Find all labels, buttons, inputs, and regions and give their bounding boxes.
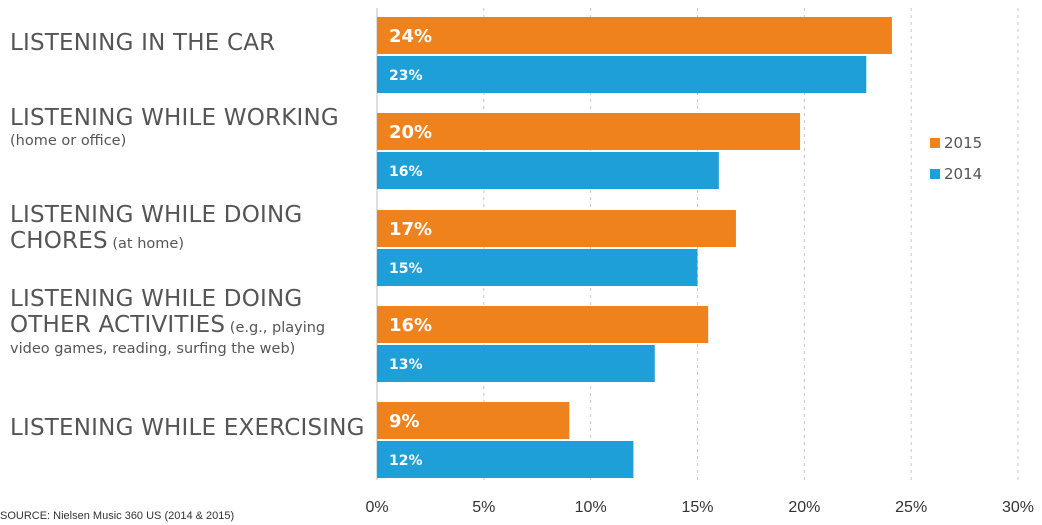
source-note: SOURCE: Nielsen Music 360 US (2014 & 201… <box>0 510 235 522</box>
legend-label: 2015 <box>944 134 982 152</box>
bar-data-label: 23% <box>389 68 423 84</box>
category-label-line: LISTENING WHILE DOING <box>10 286 325 312</box>
bar-2015 <box>377 306 709 343</box>
category-label-text: video games, reading, surfing the web) <box>10 340 296 357</box>
x-tick-label: 10% <box>575 499 607 516</box>
bar-2014 <box>377 249 698 286</box>
category-label-line: LISTENING WHILE WORKING <box>10 105 339 131</box>
legend-label: 2014 <box>944 165 982 183</box>
x-tick-label: 20% <box>788 499 820 516</box>
category-label-line: LISTENING WHILE EXERCISING <box>10 415 365 441</box>
bar-2015 <box>377 113 801 150</box>
bar-2014 <box>377 345 655 382</box>
category-label-text: LISTENING WHILE DOING <box>10 202 303 228</box>
bar-data-label: 20% <box>389 122 432 143</box>
bar-data-label: 24% <box>389 26 432 47</box>
category-label: LISTENING WHILE EXERCISING <box>10 415 365 441</box>
bar-2014 <box>377 152 719 189</box>
category-label-line: OTHER ACTIVITIES (e.g., playing <box>10 312 325 338</box>
category-label-text: LISTENING WHILE DOING <box>10 286 303 312</box>
category-label: LISTENING WHILE DOING CHORES (at home) <box>10 202 302 255</box>
category-label: LISTENING WHILE WORKING (home or office) <box>10 105 339 150</box>
bar-data-label: 16% <box>389 315 432 336</box>
legend-swatch <box>930 169 940 179</box>
bar-data-label: 13% <box>389 357 423 373</box>
category-label-line: CHORES (at home) <box>10 228 302 254</box>
category-label-text: OTHER ACTIVITIES <box>10 312 226 339</box>
bar-2015 <box>377 402 570 439</box>
legend-swatch <box>930 138 940 148</box>
category-label-text: (e.g., playing <box>225 320 326 337</box>
bar-data-label: 17% <box>389 219 432 240</box>
x-tick-label: 25% <box>895 499 927 516</box>
bar-2015 <box>377 17 892 54</box>
category-label-text: LISTENING WHILE WORKING <box>10 105 339 131</box>
category-label: LISTENING IN THE CAR <box>10 30 275 56</box>
x-tick-label: 15% <box>681 499 713 516</box>
bar-2014 <box>377 441 634 478</box>
category-label-text: LISTENING WHILE EXERCISING <box>10 415 365 441</box>
bar-2014 <box>377 56 867 93</box>
x-tick-label: 5% <box>472 499 495 516</box>
bar-2015 <box>377 210 736 247</box>
x-tick-label: 0% <box>365 499 388 516</box>
category-label-text: LISTENING IN THE CAR <box>10 30 276 56</box>
category-label-text: (home or office) <box>10 133 127 150</box>
category-label-text: (at home) <box>107 236 184 253</box>
x-tick-label: 30% <box>1002 499 1034 516</box>
bar-data-label: 16% <box>389 164 423 180</box>
bar-data-label: 15% <box>389 261 423 277</box>
category-label-line: LISTENING WHILE DOING <box>10 202 302 228</box>
category-label-text: CHORES <box>10 228 108 255</box>
category-label-line: (home or office) <box>10 131 339 150</box>
category-label: LISTENING WHILE DOING OTHER ACTIVITIES (e… <box>10 286 325 358</box>
category-label-line: LISTENING IN THE CAR <box>10 30 275 56</box>
bar-data-label: 12% <box>389 453 423 469</box>
bar-data-label: 9% <box>389 411 420 432</box>
category-label-line: video games, reading, surfing the web) <box>10 339 325 358</box>
